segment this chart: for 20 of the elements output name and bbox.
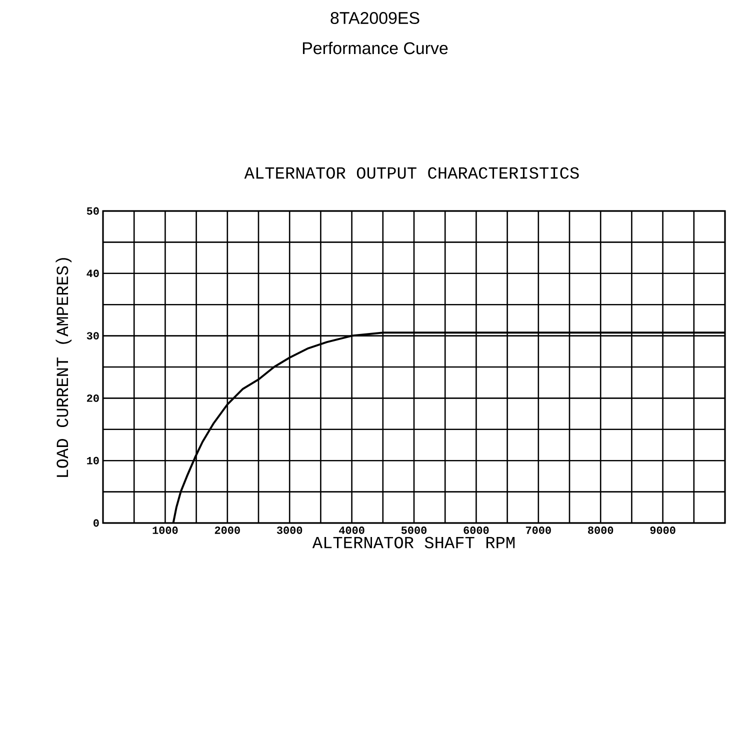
y-tick-label: 50 (86, 207, 99, 215)
x-tick-label: 8000 (588, 526, 614, 534)
y-tick-label: 20 (86, 394, 99, 402)
x-tick-label: 5000 (401, 526, 427, 534)
chart-subtitle: Performance Curve (302, 42, 448, 54)
x-tick-label: 9000 (650, 526, 676, 534)
y-tick-label: 40 (86, 270, 99, 278)
y-axis-title: LOAD CURRENT (AMPERES) (56, 258, 72, 477)
x-tick-label: 7000 (526, 526, 551, 534)
x-axis-title: ALTERNATOR SHAFT RPM (312, 536, 515, 548)
x-tick-label: 3000 (276, 526, 302, 534)
text: ALTERNATOR OUTPUT CHARACTERISTICS (244, 167, 579, 179)
y-tick-label: 30 (86, 332, 99, 340)
y-tick-label: 0 (94, 519, 99, 527)
chart-title: 8TA2009ES (330, 12, 420, 24)
x-tick-label: 4000 (339, 526, 364, 534)
x-tick-label: 2000 (214, 526, 240, 534)
x-tick-label: 6000 (464, 526, 489, 534)
x-tick-label: 1000 (152, 526, 178, 534)
y-tick-label: 10 (87, 456, 99, 464)
